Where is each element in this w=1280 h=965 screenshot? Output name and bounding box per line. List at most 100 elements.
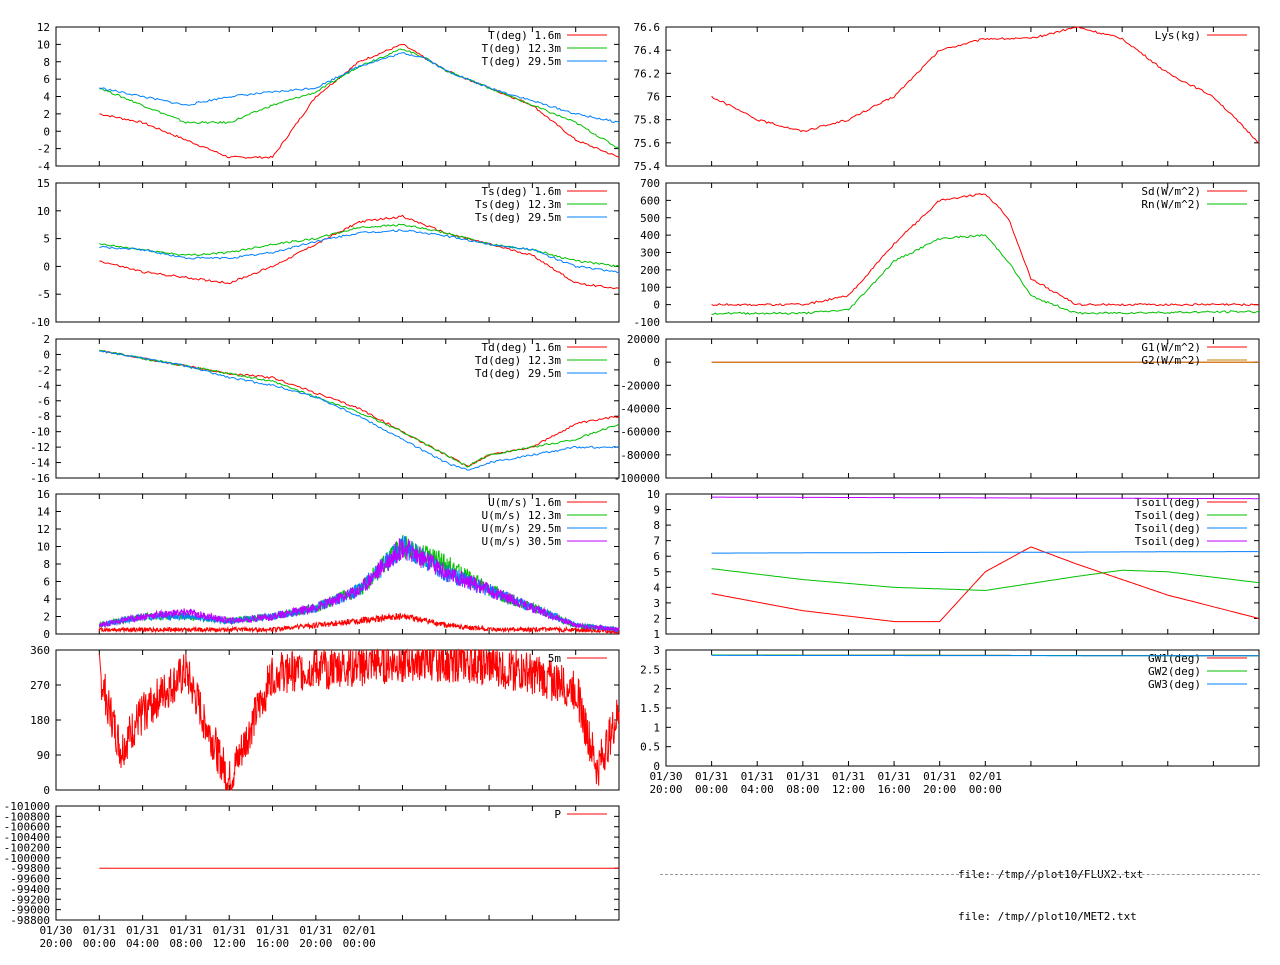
x-tick-label: 08:00 [169, 937, 202, 950]
chart-tsoil: 10987654321Tsoil(deg)Tsoil(deg)Tsoil(deg… [647, 488, 1259, 641]
y-tick-label: 500 [640, 212, 660, 225]
y-tick-label: 2 [43, 108, 50, 121]
x-tick-label: 01/31 [299, 924, 332, 937]
x-tick-label: 02/01 [969, 770, 1002, 783]
x-tick-label: 01/31 [256, 924, 289, 937]
series-line-ts-1 [99, 224, 619, 267]
chart-rad: 7006005004003002001000-100Sd(W/m^2)Rn(W/… [634, 177, 1260, 329]
y-tick-label: 12 [37, 21, 50, 34]
y-tick-label: 2 [653, 683, 660, 696]
x-tick-label: 01/31 [83, 924, 116, 937]
y-tick-label: 300 [640, 247, 660, 260]
file-info: file: /tmp//plot10/FLUX2.txt file: /tmp/… [958, 840, 1143, 938]
x-tick-label: 20:00 [299, 937, 332, 950]
legend-label: Ts(deg) 29.5m [475, 211, 561, 224]
y-tick-label: 0 [43, 348, 50, 361]
y-tick-label: 400 [640, 229, 660, 242]
legend-label: U(m/s) 12.3m [482, 509, 562, 522]
y-tick-label: 600 [640, 194, 660, 207]
legend-label: U(m/s) 30.5m [482, 535, 562, 548]
y-tick-label: 3 [653, 644, 660, 657]
legend-label: Rn(W/m^2) [1141, 198, 1201, 211]
y-tick-label: 10 [37, 38, 50, 51]
file-line-met: file: /tmp//plot10/MET2.txt [958, 910, 1143, 924]
y-tick-label: -4 [37, 160, 51, 173]
plot-frame [666, 27, 1259, 166]
y-tick-label: 9 [653, 504, 660, 517]
x-tick-label: 01/31 [169, 924, 202, 937]
series-line-rad-1 [712, 235, 1259, 315]
y-tick-label: 4 [653, 581, 660, 594]
y-tick-label: 75.8 [634, 114, 661, 127]
legend-label: U(m/s) 1.6m [488, 496, 561, 509]
legend-label: 5m [548, 652, 562, 665]
y-tick-label: 2 [43, 333, 50, 346]
y-tick-label: -40000 [620, 403, 660, 416]
y-tick-label: -2 [37, 143, 50, 156]
legend-label: T(deg) 1.6m [488, 29, 561, 42]
y-tick-label: 200 [640, 264, 660, 277]
y-tick-label: 7 [653, 535, 660, 548]
y-tick-label: 10 [37, 205, 50, 218]
y-tick-label: 0 [43, 784, 50, 797]
y-tick-label: 10 [647, 488, 660, 501]
legend-label: Ts(deg) 1.6m [482, 185, 562, 198]
legend-label: T(deg) 29.5m [482, 55, 562, 68]
x-tick-label: 04:00 [126, 937, 159, 950]
y-tick-label: 0 [653, 356, 660, 369]
series-line-ts-2 [99, 230, 619, 273]
x-tick-label: 16:00 [256, 937, 289, 950]
y-tick-label: 75.6 [634, 137, 661, 150]
y-tick-label: -100000 [614, 472, 660, 485]
x-tick-label: 00:00 [343, 937, 376, 950]
y-tick-label: 0 [43, 260, 50, 273]
y-tick-label: -100 [634, 316, 661, 329]
y-tick-label: 6 [653, 550, 660, 563]
y-tick-label: 8 [43, 56, 50, 69]
y-tick-label: 3 [653, 597, 660, 610]
y-tick-label: 75.4 [634, 160, 661, 173]
y-tick-label: -12 [30, 441, 50, 454]
legend-label: Sd(W/m^2) [1141, 185, 1201, 198]
x-tick-label: 20:00 [923, 783, 956, 796]
x-tick-label: 02/01 [343, 924, 376, 937]
legend-label: T(deg) 12.3m [482, 42, 562, 55]
y-tick-label: 0.5 [640, 741, 660, 754]
legend-label: Td(deg) 29.5m [475, 367, 561, 380]
x-tick-label: 16:00 [878, 783, 911, 796]
y-tick-label: -16 [30, 472, 50, 485]
y-tick-label: 14 [37, 506, 51, 519]
legend-label: Ts(deg) 12.3m [475, 198, 561, 211]
y-tick-label: 700 [640, 177, 660, 190]
x-tick-label: 00:00 [695, 783, 728, 796]
y-tick-label: 15 [37, 177, 50, 190]
y-tick-label: 4 [43, 593, 50, 606]
file-line-flux: file: /tmp//plot10/FLUX2.txt [958, 868, 1143, 882]
x-tick-label: 20:00 [39, 937, 72, 950]
x-tick-label: 01/31 [878, 770, 911, 783]
y-tick-label: 20000 [627, 333, 660, 346]
legend-label: G1(W/m^2) [1141, 341, 1201, 354]
legend-label: G2(W/m^2) [1141, 354, 1201, 367]
legend-label: GW2(deg) [1148, 665, 1201, 678]
y-tick-label: 1.5 [640, 702, 660, 715]
y-tick-label: -14 [30, 457, 50, 470]
x-tick-label: 01/31 [786, 770, 819, 783]
x-tick-label: 20:00 [649, 783, 682, 796]
y-tick-label: 8 [653, 519, 660, 532]
y-tick-label: -4 [37, 379, 51, 392]
series-line-wd-0 [99, 650, 619, 790]
y-tick-label: 6 [43, 73, 50, 86]
y-tick-label: 6 [43, 576, 50, 589]
y-tick-label: 12 [37, 523, 50, 536]
x-tick-label: 01/30 [649, 770, 682, 783]
y-tick-label: 0 [43, 628, 50, 641]
legend-label: GW1(deg) [1148, 652, 1201, 665]
y-tick-label: 270 [30, 679, 50, 692]
y-tick-label: 1 [653, 721, 660, 734]
plot-frame [56, 806, 619, 920]
